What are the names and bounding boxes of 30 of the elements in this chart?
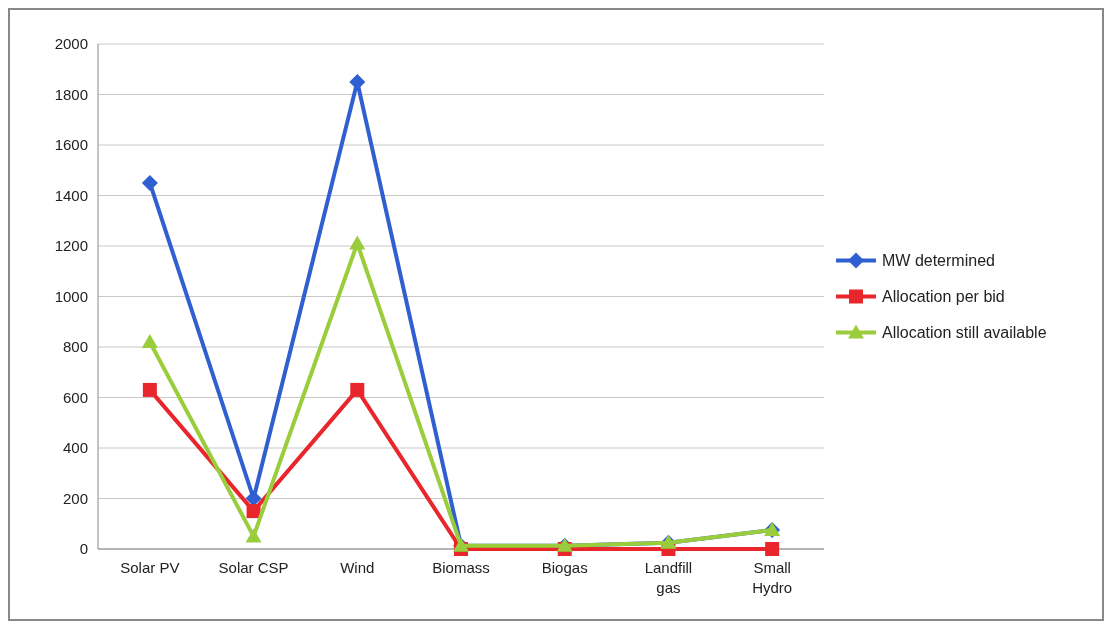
y-tick-label: 400 xyxy=(62,439,88,457)
point xyxy=(141,333,158,348)
legend-label: Allocation still available xyxy=(882,324,1047,342)
legend-label: MW determined xyxy=(882,252,995,270)
y-tick-label: 1200 xyxy=(54,237,88,255)
x-tick-label: Wind xyxy=(340,559,375,576)
point xyxy=(246,504,261,519)
point xyxy=(350,382,365,397)
x-tick-label: Biomass xyxy=(432,559,490,576)
y-tick-label: 600 xyxy=(62,388,88,406)
y-tick-label: 1000 xyxy=(54,287,88,305)
y-tick-label: 200 xyxy=(62,489,88,507)
y-tick-label: 0 xyxy=(79,540,88,558)
y-tick-label: 2000 xyxy=(54,35,88,53)
x-tick-label: Solar CSP xyxy=(218,559,289,576)
x-tick-label: Solar PV xyxy=(120,559,180,576)
y-tick-label: 1400 xyxy=(54,186,88,204)
point xyxy=(142,382,157,397)
x-tick-label: Biogas xyxy=(541,559,588,576)
y-tick-label: 1600 xyxy=(54,136,88,154)
y-tick-label: 1800 xyxy=(54,85,88,103)
point xyxy=(765,542,780,556)
point xyxy=(245,528,262,543)
point xyxy=(141,174,158,191)
legend-label: Allocation per bid xyxy=(882,288,1005,306)
x-tick-label: Landfill gas xyxy=(644,559,693,596)
point xyxy=(349,235,366,250)
y-tick-label: 800 xyxy=(62,338,88,356)
x-tick-label: Small Hydro xyxy=(752,559,793,596)
point xyxy=(245,490,262,507)
